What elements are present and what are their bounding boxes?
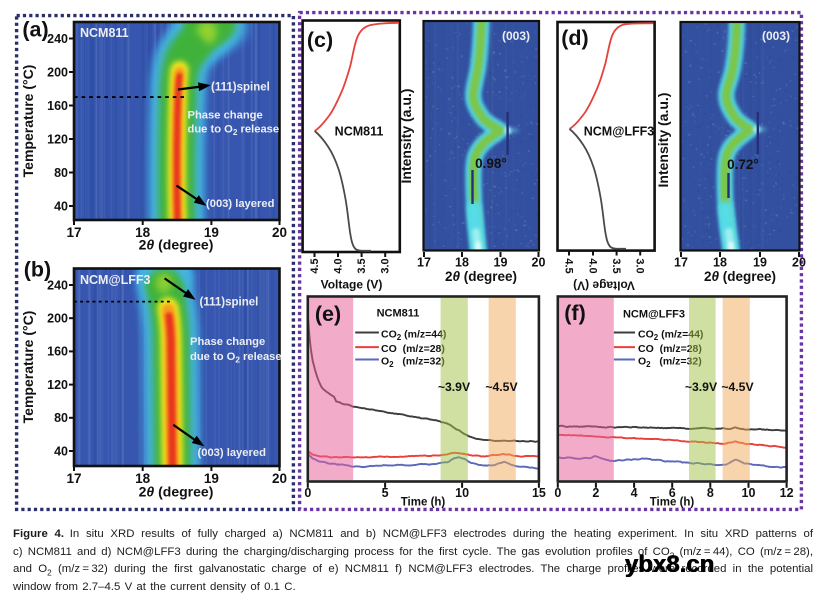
svg-text:~4.5V: ~4.5V [485, 380, 518, 394]
svg-text:0.72°: 0.72° [727, 157, 759, 172]
svg-text:NCM811: NCM811 [335, 125, 384, 139]
svg-text:4.5: 4.5 [309, 258, 321, 273]
svg-text:Temperature (°C): Temperature (°C) [20, 65, 36, 178]
svg-text:NCM811: NCM811 [80, 26, 129, 40]
svg-text:200: 200 [47, 312, 68, 326]
svg-text:Time (h): Time (h) [401, 497, 446, 509]
svg-text:18: 18 [135, 471, 151, 486]
svg-text:6: 6 [669, 486, 676, 500]
svg-text:(003): (003) [762, 29, 790, 43]
svg-text:~4.5V: ~4.5V [721, 380, 754, 394]
svg-text:4.0: 4.0 [587, 258, 599, 273]
svg-text:20: 20 [272, 471, 287, 486]
svg-text:O2 (m/z=32): O2 (m/z=32) [638, 356, 702, 369]
svg-text:5: 5 [382, 486, 389, 500]
svg-text:200: 200 [47, 65, 68, 79]
svg-text:due to O2 release: due to O2 release [188, 124, 280, 138]
svg-text:Phase change: Phase change [190, 336, 265, 348]
svg-text:160: 160 [47, 99, 68, 113]
svg-text:8: 8 [707, 486, 714, 500]
svg-text:(e): (e) [315, 302, 341, 326]
svg-text:2θ (degree): 2θ (degree) [139, 484, 214, 500]
svg-text:2θ (degree): 2θ (degree) [445, 269, 517, 284]
svg-text:Temperature (°C): Temperature (°C) [20, 311, 36, 424]
svg-text:15: 15 [532, 486, 546, 500]
svg-text:17: 17 [66, 225, 81, 240]
svg-text:80: 80 [54, 166, 68, 180]
svg-text:Voltage (V): Voltage (V) [573, 279, 635, 293]
svg-text:NCM@LFF3: NCM@LFF3 [80, 273, 151, 287]
svg-text:3.5: 3.5 [610, 258, 622, 273]
svg-text:2: 2 [592, 486, 599, 500]
svg-text:Time (h): Time (h) [650, 497, 695, 509]
svg-text:4.5: 4.5 [563, 258, 575, 273]
svg-text:Intensity (a.u.): Intensity (a.u.) [398, 89, 414, 184]
svg-text:3.0: 3.0 [634, 258, 646, 273]
svg-text:20: 20 [532, 256, 546, 270]
svg-text:3.5: 3.5 [356, 258, 368, 273]
svg-text:(a): (a) [22, 18, 48, 42]
svg-text:20: 20 [792, 256, 806, 270]
svg-text:10: 10 [742, 486, 756, 500]
svg-text:NCM811: NCM811 [377, 308, 420, 320]
svg-text:120: 120 [47, 132, 68, 146]
svg-text:CO (m/z=28): CO (m/z=28) [638, 343, 702, 355]
svg-text:160: 160 [47, 345, 68, 359]
svg-text:CO (m/z=28): CO (m/z=28) [381, 343, 445, 355]
svg-text:12: 12 [780, 486, 794, 500]
svg-text:(b): (b) [24, 258, 51, 282]
svg-text:19: 19 [494, 256, 508, 270]
svg-text:Voltage (V): Voltage (V) [321, 278, 383, 292]
svg-text:17: 17 [417, 256, 431, 270]
svg-text:(c): (c) [307, 28, 333, 52]
svg-text:4.0: 4.0 [333, 258, 345, 273]
svg-text:~3.9V: ~3.9V [438, 380, 471, 394]
svg-text:20: 20 [272, 225, 287, 240]
svg-text:18: 18 [455, 256, 469, 270]
svg-text:18: 18 [713, 256, 727, 270]
svg-text:Intensity (a.u.): Intensity (a.u.) [655, 93, 671, 188]
svg-text:NCM@LFF3: NCM@LFF3 [584, 125, 655, 139]
svg-text:(f): (f) [564, 301, 585, 325]
svg-text:(111)spinel: (111)spinel [211, 82, 270, 94]
svg-text:240: 240 [47, 32, 68, 46]
svg-text:(111)spinel: (111)spinel [200, 297, 259, 309]
svg-text:18: 18 [135, 225, 151, 240]
svg-text:17: 17 [674, 256, 688, 270]
svg-text:10: 10 [455, 486, 469, 500]
svg-text:NCM@LFF3: NCM@LFF3 [623, 309, 685, 321]
svg-text:19: 19 [204, 471, 219, 486]
svg-text:~3.9V: ~3.9V [685, 380, 718, 394]
svg-text:80: 80 [54, 411, 68, 425]
svg-text:Phase change: Phase change [188, 110, 263, 122]
svg-text:2θ (degree): 2θ (degree) [139, 237, 214, 253]
svg-text:120: 120 [47, 378, 68, 392]
svg-text:CO2 (m/z=44): CO2 (m/z=44) [381, 329, 446, 342]
svg-text:(003) layered: (003) layered [206, 198, 275, 210]
svg-text:4: 4 [631, 486, 638, 500]
svg-text:(d): (d) [561, 26, 588, 50]
svg-text:240: 240 [47, 278, 68, 292]
svg-text:due to O2 release: due to O2 release [190, 351, 282, 365]
svg-text:(003): (003) [502, 29, 530, 43]
svg-text:17: 17 [66, 471, 81, 486]
svg-text:19: 19 [204, 225, 219, 240]
svg-text:2θ (degree): 2θ (degree) [704, 269, 776, 284]
svg-text:40: 40 [54, 444, 68, 458]
svg-text:19: 19 [753, 256, 767, 270]
svg-text:0: 0 [554, 486, 561, 500]
svg-text:0: 0 [304, 486, 311, 500]
svg-text:3.0: 3.0 [380, 258, 392, 273]
svg-text:40: 40 [54, 199, 68, 213]
svg-text:O2 (m/z=32): O2 (m/z=32) [381, 356, 445, 369]
svg-text:0.98°: 0.98° [475, 156, 507, 171]
svg-text:(003) layered: (003) layered [198, 447, 267, 459]
